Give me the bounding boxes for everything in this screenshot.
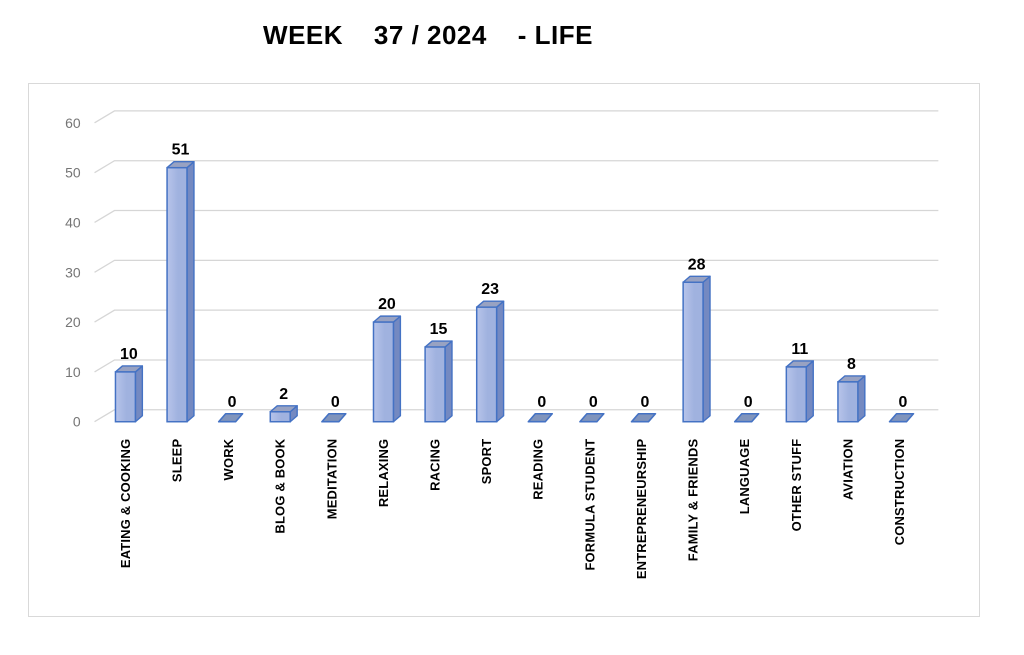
category-label: CONSTRUCTION — [892, 439, 907, 546]
category-label: FAMILY & FRIENDS — [686, 439, 701, 562]
bar — [166, 166, 188, 423]
bar-side-face — [134, 365, 144, 423]
category-label: BLOG & BOOK — [273, 438, 288, 533]
value-label: 10 — [120, 346, 138, 363]
bar-zero — [527, 412, 554, 423]
bar — [475, 306, 498, 423]
bar-side-face — [392, 315, 402, 423]
bar — [424, 346, 446, 423]
category-label: EATING & COOKING — [118, 439, 133, 568]
bar-zero — [579, 412, 605, 423]
category-label: RACING — [428, 439, 443, 491]
value-label: 0 — [641, 394, 650, 411]
gridline — [94, 359, 939, 373]
gridline — [94, 409, 939, 423]
value-label: 20 — [378, 296, 396, 313]
bar — [682, 281, 704, 423]
bar — [372, 321, 395, 423]
category-label: MEDITATION — [324, 439, 339, 520]
bar-side-face — [186, 161, 195, 423]
value-label: 0 — [228, 394, 237, 411]
category-label: FORMULA STUDENT — [582, 439, 597, 571]
y-axis-tick-label: 10 — [65, 364, 81, 380]
bar-side-face — [805, 360, 814, 423]
value-label: 8 — [847, 356, 856, 373]
y-axis-tick-label: 0 — [73, 414, 81, 430]
bar — [269, 411, 291, 423]
y-axis-tick-label: 60 — [65, 115, 81, 131]
chart-title: WEEK 37 / 2024 - LIFE — [263, 20, 593, 50]
bar-zero — [888, 412, 915, 423]
gridline — [94, 110, 939, 124]
y-axis-tick-label: 40 — [65, 214, 81, 230]
value-label: 11 — [791, 341, 808, 358]
bar-side-face — [702, 275, 711, 423]
category-label: WORK — [221, 438, 236, 480]
bar-zero — [321, 412, 347, 423]
gridline — [94, 160, 939, 174]
value-label: 0 — [899, 394, 908, 411]
value-label: 28 — [688, 256, 706, 273]
chart-frame: 0 10 20 30 40 50 60 10 EATING & COOKING 51 SLEEP 0 W… — [28, 83, 980, 617]
value-label: 0 — [744, 394, 753, 411]
gridline — [94, 309, 939, 323]
y-axis-tick-label: 20 — [65, 314, 81, 330]
y-axis-tick-label: 50 — [65, 165, 81, 181]
value-label: 23 — [481, 281, 499, 298]
category-label: AVIATION — [840, 439, 855, 501]
bar-zero — [733, 412, 760, 423]
category-label: SLEEP — [170, 439, 185, 483]
category-label: SPORT — [479, 439, 494, 485]
bar-side-face — [495, 300, 505, 423]
bar-side-face — [444, 340, 453, 423]
value-label: 0 — [537, 394, 546, 411]
category-label: ENTREPRENEURSHIP — [634, 439, 649, 580]
gridline — [94, 209, 939, 224]
gridline — [94, 259, 939, 273]
category-label: LANGUAGE — [737, 438, 752, 514]
category-label: RELAXING — [376, 439, 391, 507]
value-label: 15 — [430, 321, 448, 338]
bar — [785, 366, 808, 423]
value-label: 0 — [331, 394, 340, 411]
y-axis-tick-label: 30 — [65, 264, 81, 280]
bar — [837, 381, 859, 423]
category-label: OTHER STUFF — [789, 439, 804, 532]
bar-zero — [217, 412, 244, 423]
bar-side-face — [857, 375, 866, 423]
value-label: 0 — [589, 394, 598, 411]
bar — [114, 371, 137, 423]
value-label: 2 — [279, 386, 288, 403]
value-label: 51 — [172, 142, 190, 159]
bar-zero — [630, 412, 657, 423]
category-label: READING — [531, 439, 546, 500]
